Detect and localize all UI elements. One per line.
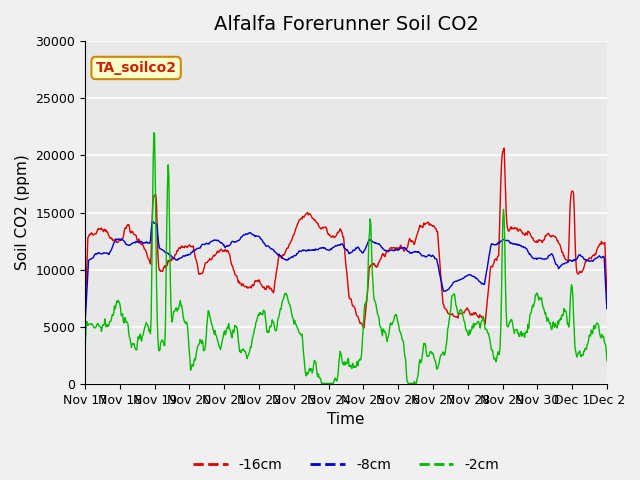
Title: Alfalfa Forerunner Soil CO2: Alfalfa Forerunner Soil CO2 <box>214 15 479 34</box>
Legend: -16cm, -8cm, -2cm: -16cm, -8cm, -2cm <box>188 453 505 478</box>
X-axis label: Time: Time <box>327 412 365 427</box>
Y-axis label: Soil CO2 (ppm): Soil CO2 (ppm) <box>15 155 30 270</box>
Text: TA_soilco2: TA_soilco2 <box>95 61 177 75</box>
